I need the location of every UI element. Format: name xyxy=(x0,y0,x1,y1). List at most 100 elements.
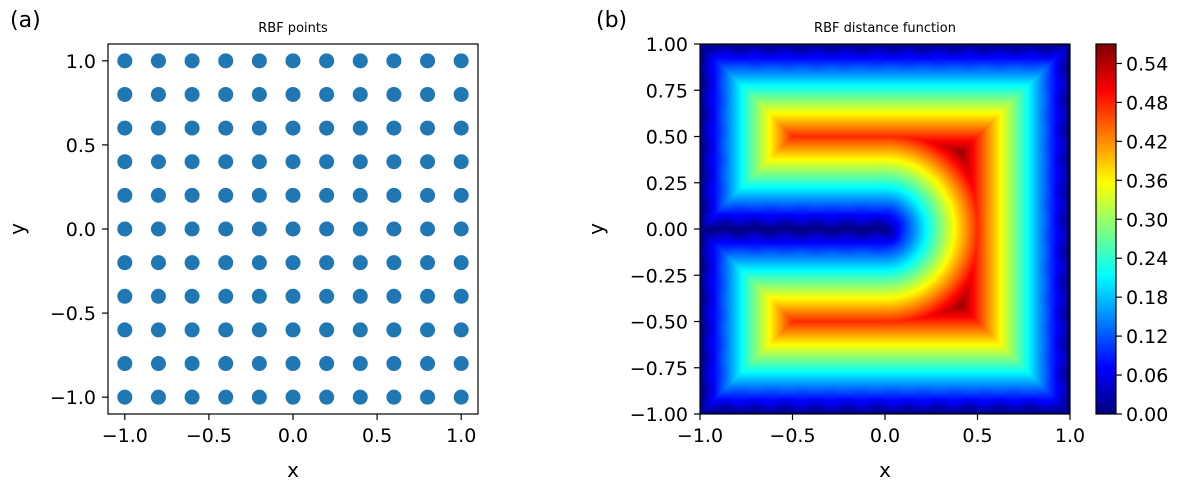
scatter-point xyxy=(285,86,301,102)
scatter-point xyxy=(352,187,368,203)
y-tick-label: 0.00 xyxy=(646,219,688,241)
scatter-point xyxy=(420,288,436,304)
scatter-point xyxy=(285,53,301,69)
scatter-point xyxy=(352,221,368,237)
scatter-point xyxy=(117,221,133,237)
x-tick-label: 1.0 xyxy=(1055,425,1085,447)
scatter-point xyxy=(453,187,469,203)
scatter-point xyxy=(420,187,436,203)
x-tick-label: −0.5 xyxy=(769,425,815,447)
colorbar-tick-label: 0.12 xyxy=(1126,326,1168,348)
scatter-point xyxy=(150,322,166,338)
scatter-point xyxy=(386,389,402,405)
scatter-point xyxy=(184,322,200,338)
y-tick-label: 1.00 xyxy=(646,34,688,56)
scatter-point xyxy=(184,288,200,304)
scatter-point xyxy=(117,322,133,338)
scatter-point xyxy=(285,288,301,304)
scatter-point xyxy=(251,389,267,405)
y-tick-label: −0.25 xyxy=(630,265,688,287)
scatter-point xyxy=(352,120,368,136)
scatter-point xyxy=(352,255,368,271)
y-tick-label: 0.25 xyxy=(646,173,688,195)
scatter-point xyxy=(150,53,166,69)
scatter-point xyxy=(117,154,133,170)
scatter-point xyxy=(453,288,469,304)
scatter-point xyxy=(218,221,234,237)
scatter-point xyxy=(319,120,335,136)
scatter-point xyxy=(117,356,133,372)
heatmap-x-ticks: −1.0 −0.5 0.0 0.5 1.0 xyxy=(677,414,1085,447)
scatter-point xyxy=(285,221,301,237)
scatter-point xyxy=(319,221,335,237)
scatter-point xyxy=(420,53,436,69)
scatter-point xyxy=(218,356,234,372)
scatter-point xyxy=(453,221,469,237)
colorbar-tick-label: 0.30 xyxy=(1126,209,1168,231)
scatter-point xyxy=(420,86,436,102)
scatter-point xyxy=(386,187,402,203)
scatter-point xyxy=(386,120,402,136)
colorbar-tick-label: 0.42 xyxy=(1126,131,1168,153)
scatter-point xyxy=(150,187,166,203)
scatter-point xyxy=(319,53,335,69)
y-tick-label: −0.5 xyxy=(50,303,96,325)
scatter-point xyxy=(285,389,301,405)
scatter-point xyxy=(319,187,335,203)
y-tick-label: 0.0 xyxy=(66,219,96,241)
scatter-point xyxy=(150,255,166,271)
scatter-point xyxy=(251,288,267,304)
scatter-point xyxy=(352,356,368,372)
scatter-point xyxy=(117,288,133,304)
scatter-point xyxy=(453,53,469,69)
x-tick-label: −0.5 xyxy=(186,425,232,447)
scatter-point xyxy=(218,154,234,170)
scatter-point xyxy=(150,154,166,170)
scatter-point xyxy=(285,356,301,372)
scatter-point xyxy=(150,86,166,102)
scatter-point xyxy=(386,288,402,304)
scatter-point xyxy=(352,288,368,304)
scatter-point xyxy=(218,255,234,271)
y-tick-label: −0.75 xyxy=(630,358,688,380)
scatter-point xyxy=(218,389,234,405)
x-tick-label: −1.0 xyxy=(102,425,148,447)
heatmap-x-axis-label: x xyxy=(879,458,891,482)
heatmap-y-axis-label: y xyxy=(584,223,608,235)
scatter-point xyxy=(251,154,267,170)
scatter-point xyxy=(251,255,267,271)
scatter-points xyxy=(117,53,469,405)
scatter-point xyxy=(150,356,166,372)
scatter-point xyxy=(420,221,436,237)
scatter-point xyxy=(352,322,368,338)
y-tick-label: 0.50 xyxy=(646,127,688,149)
colorbar-tick-label: 0.54 xyxy=(1126,53,1168,75)
heatmap-panel: (b) RBF distance function −1.0 −0.5 0.0 0.5… xyxy=(584,8,1168,482)
scatter-point xyxy=(386,86,402,102)
scatter-point xyxy=(386,356,402,372)
scatter-point xyxy=(184,389,200,405)
scatter-point xyxy=(285,187,301,203)
scatter-point xyxy=(319,255,335,271)
scatter-point xyxy=(218,322,234,338)
scatter-point xyxy=(285,322,301,338)
x-tick-label: 0.0 xyxy=(278,425,308,447)
colorbar-tick-label: 0.24 xyxy=(1126,248,1168,270)
scatter-point xyxy=(218,288,234,304)
scatter-point xyxy=(184,221,200,237)
scatter-point xyxy=(117,86,133,102)
heatmap-title: RBF distance function xyxy=(814,21,956,36)
scatter-point xyxy=(251,221,267,237)
scatter-point xyxy=(352,86,368,102)
scatter-y-ticks: −1.0 −0.5 0.0 0.5 1.0 xyxy=(50,51,108,409)
scatter-point xyxy=(251,53,267,69)
scatter-point xyxy=(319,356,335,372)
scatter-point xyxy=(117,255,133,271)
scatter-x-axis-label: x xyxy=(287,458,299,482)
scatter-point xyxy=(352,389,368,405)
scatter-point xyxy=(251,356,267,372)
scatter-point xyxy=(251,120,267,136)
scatter-point xyxy=(319,154,335,170)
scatter-point xyxy=(420,322,436,338)
colorbar-tick-label: 0.48 xyxy=(1126,92,1168,114)
